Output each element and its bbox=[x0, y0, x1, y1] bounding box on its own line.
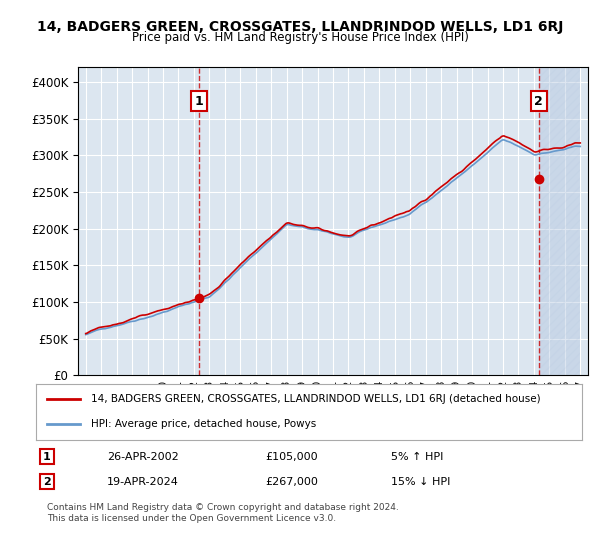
Text: 2: 2 bbox=[43, 477, 51, 487]
Text: £105,000: £105,000 bbox=[265, 451, 318, 461]
Bar bbox=[539, 67, 580, 375]
Bar bbox=[539, 67, 580, 375]
Text: Contains HM Land Registry data © Crown copyright and database right 2024.
This d: Contains HM Land Registry data © Crown c… bbox=[47, 503, 398, 522]
Text: 26-APR-2002: 26-APR-2002 bbox=[107, 451, 179, 461]
Text: 1: 1 bbox=[194, 95, 203, 108]
Text: 15% ↓ HPI: 15% ↓ HPI bbox=[391, 477, 450, 487]
Text: 2: 2 bbox=[535, 95, 543, 108]
Text: £267,000: £267,000 bbox=[265, 477, 318, 487]
Text: 5% ↑ HPI: 5% ↑ HPI bbox=[391, 451, 443, 461]
Text: 19-APR-2024: 19-APR-2024 bbox=[107, 477, 179, 487]
Text: 14, BADGERS GREEN, CROSSGATES, LLANDRINDOD WELLS, LD1 6RJ: 14, BADGERS GREEN, CROSSGATES, LLANDRIND… bbox=[37, 20, 563, 34]
Text: Price paid vs. HM Land Registry's House Price Index (HPI): Price paid vs. HM Land Registry's House … bbox=[131, 31, 469, 44]
Text: 1: 1 bbox=[43, 451, 51, 461]
Text: 14, BADGERS GREEN, CROSSGATES, LLANDRINDOD WELLS, LD1 6RJ (detached house): 14, BADGERS GREEN, CROSSGATES, LLANDRIND… bbox=[91, 394, 540, 404]
Text: HPI: Average price, detached house, Powys: HPI: Average price, detached house, Powy… bbox=[91, 419, 316, 429]
